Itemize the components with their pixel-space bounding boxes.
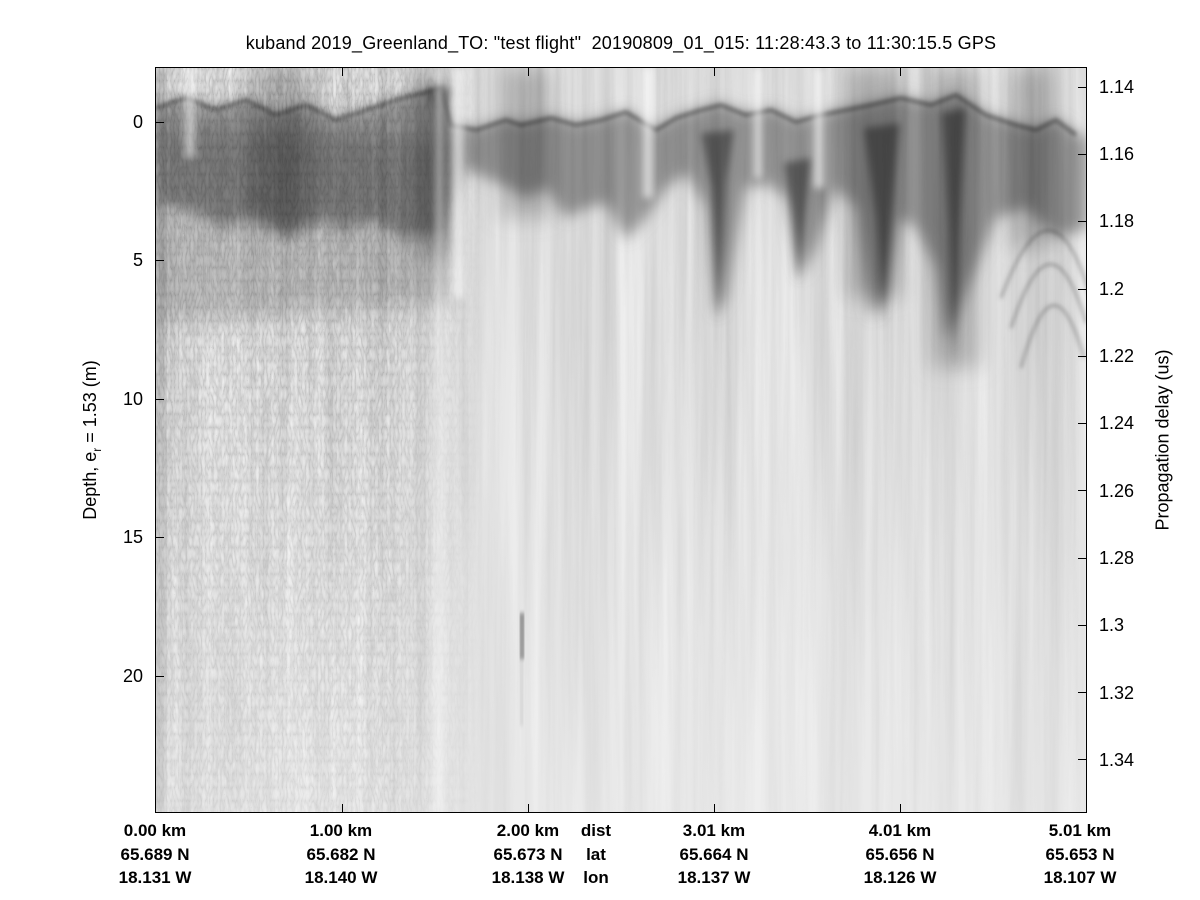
right-axis-label: Propagation delay (us): [1152, 349, 1173, 531]
x-tick-dist: 4.01 km: [868, 821, 932, 840]
axis-tick-marks: [156, 68, 1086, 812]
x-axis-column-4: 4.01 km 65.656 N 18.126 W: [830, 819, 970, 890]
y-right-tick-130: 1.3: [1099, 615, 1125, 635]
echogram-panel: [155, 67, 1087, 813]
y-right-tick-118: 1.18: [1099, 211, 1135, 231]
y-right-tick-122: 1.22: [1099, 346, 1135, 366]
y-left-tick-0: 0: [132, 112, 143, 132]
x-tick-dist: 2.00 km: [496, 821, 560, 840]
x-tick-lon: 18.107 W: [1043, 868, 1117, 887]
y-right-tick-114: 1.14: [1099, 77, 1135, 97]
x-axis-row-label-lon: lon: [583, 868, 609, 887]
x-tick-lat: 65.664 N: [679, 844, 749, 864]
x-tick-dist: 5.01 km: [1048, 821, 1112, 840]
x-tick-lon: 18.131 W: [118, 868, 192, 887]
y-right-tick-134: 1.34: [1099, 750, 1135, 770]
x-axis-column-3: 3.01 km 65.664 N 18.137 W: [644, 819, 784, 890]
x-tick-lat: 65.653 N: [1045, 844, 1115, 864]
x-tick-lon: 18.140 W: [304, 868, 378, 887]
x-tick-lat: 65.656 N: [865, 844, 935, 864]
x-tick-lat: 65.689 N: [120, 844, 190, 864]
x-axis-row-label-dist: dist: [580, 821, 612, 840]
x-axis-column-2: 2.00 km 65.673 N 18.138 W: [458, 819, 598, 890]
left-axis-label: Depth, er = 1.53 (m): [80, 360, 104, 520]
x-tick-dist: 1.00 km: [309, 821, 373, 840]
y-right-tick-126: 1.26: [1099, 481, 1135, 501]
x-axis-column-1: 1.00 km 65.682 N 18.140 W: [271, 819, 411, 890]
y-right-tick-132: 1.32: [1099, 683, 1135, 703]
x-tick-lon: 18.138 W: [491, 868, 565, 887]
y-right-tick-128: 1.28: [1099, 548, 1135, 568]
x-tick-lat: 65.673 N: [493, 844, 563, 864]
left-axis-label-text: Depth, e: [80, 451, 100, 520]
y-right-tick-120: 1.2: [1099, 279, 1125, 299]
y-right-tick-124: 1.24: [1099, 413, 1135, 433]
plot-title: kuband 2019_Greenland_TO: "test flight" …: [245, 33, 997, 53]
x-tick-lon: 18.137 W: [677, 868, 751, 887]
x-axis-row-label-lat: lat: [586, 844, 606, 864]
x-axis-row-labels: dist lat lon: [556, 819, 636, 890]
x-tick-dist: 3.01 km: [682, 821, 746, 840]
x-axis-column-0: 0.00 km 65.689 N 18.131 W: [85, 819, 225, 890]
x-tick-lon: 18.126 W: [863, 868, 937, 887]
echogram-image: [156, 68, 1086, 812]
x-tick-dist: 0.00 km: [123, 821, 187, 840]
y-left-tick-10: 10: [122, 389, 143, 409]
y-right-tick-116: 1.16: [1099, 144, 1135, 164]
left-axis-label-subscript: r: [90, 447, 104, 452]
x-axis-column-5: 5.01 km 65.653 N 18.107 W: [1010, 819, 1150, 890]
y-left-tick-20: 20: [122, 666, 143, 686]
y-left-tick-5: 5: [132, 250, 143, 270]
x-tick-lat: 65.682 N: [306, 844, 376, 864]
y-left-tick-15: 15: [122, 527, 143, 547]
